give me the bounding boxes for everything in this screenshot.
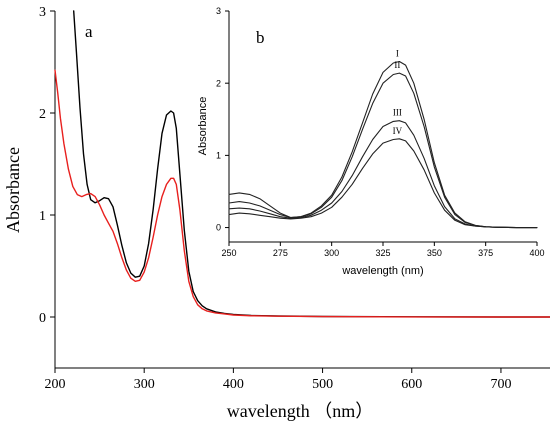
panel-b-y-ticks: 0 1 2 3 [216, 6, 229, 233]
series-line-2 [54, 69, 550, 318]
x-tick-label: 400 [223, 377, 244, 392]
series-line-III [228, 120, 538, 229]
x-tick-label: 275 [273, 248, 288, 258]
panel-b-label: b [256, 28, 265, 47]
y-tick-label: 3 [216, 6, 221, 16]
series-line-II [228, 72, 538, 229]
y-tick-label: 3 [39, 5, 46, 20]
y-tick-label: 1 [216, 151, 221, 161]
x-tick-label: 325 [375, 248, 390, 258]
x-tick-label: 400 [529, 248, 544, 258]
x-tick-label: 300 [134, 377, 155, 392]
y-tick-label: 0 [39, 311, 46, 326]
panel-b-x-ticks: 250 275 300 325 350 375 400 [221, 242, 545, 258]
y-tick-label: 2 [216, 78, 221, 88]
x-tick-label: 375 [478, 248, 493, 258]
panel-b-x-axis-label: wavelength (nm) [341, 265, 423, 277]
x-tick-label: 300 [324, 248, 339, 258]
x-tick-label: 200 [45, 377, 66, 392]
panel-b-series [228, 60, 538, 229]
x-tick-label: 250 [221, 248, 236, 258]
x-tick-label: 500 [312, 377, 333, 392]
series-label-III: III [393, 108, 402, 118]
series-label-II: II [394, 60, 400, 70]
series-label-IV: IV [393, 126, 403, 136]
x-tick-label: 700 [490, 377, 511, 392]
y-tick-label: 0 [216, 223, 221, 233]
series-line-I [228, 60, 538, 229]
panel-a-series [54, 10, 550, 318]
x-tick-label: 600 [401, 377, 422, 392]
panel-a-x-ticks: 200 300 400 500 600 700 [45, 368, 511, 392]
panel-a: 200 300 400 500 600 700 0 1 2 3 a wavelength （nm… [3, 5, 550, 421]
y-tick-label: 1 [39, 209, 46, 224]
series-line-IV [228, 138, 538, 229]
x-tick-label: 350 [427, 248, 442, 258]
panel-a-label: a [85, 22, 93, 41]
y-tick-label: 2 [39, 107, 46, 122]
panel-b-y-axis-label: Absorbance [197, 97, 209, 156]
series-label-I: I [396, 49, 399, 59]
panel-a-x-axis-label: wavelength （nm） [227, 401, 373, 421]
panel-a-y-ticks: 0 1 2 3 [39, 5, 55, 326]
panel-a-y-axis-label: Absorbance [3, 147, 23, 233]
panel-b-background [229, 10, 537, 246]
